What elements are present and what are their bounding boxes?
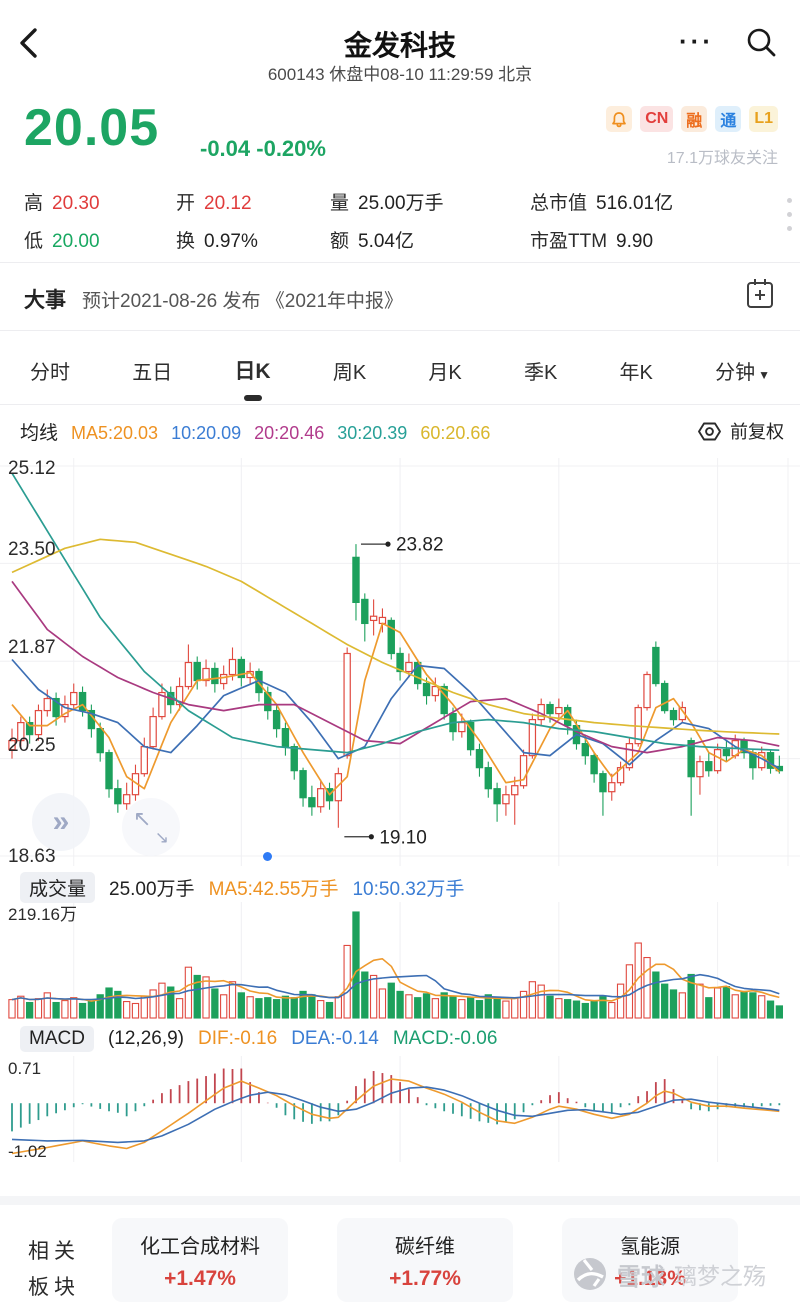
volume-chart[interactable]: 219.16万 [0, 902, 800, 1020]
stat-high: 高 20.30 [24, 193, 100, 214]
sector-card-carbon-fiber[interactable]: 碳纤维 +1.77% [337, 1218, 513, 1302]
macd-value: MACD:-0.06 [392, 1028, 498, 1049]
ma-legend-title: 均线 [20, 423, 59, 444]
badge-margin[interactable]: 融 [681, 106, 708, 132]
macd-dif: DIF:-0.16 [198, 1028, 278, 1049]
svg-text:21.87: 21.87 [8, 637, 56, 658]
badge-level1[interactable]: L1 [749, 106, 778, 132]
badge-row: CN 融 通 L1 [606, 106, 778, 132]
volume-title[interactable]: 成交量 [20, 872, 96, 903]
ma5-value: MA5:20.03 [71, 423, 159, 443]
svg-text:19.10: 19.10 [379, 827, 427, 848]
period-tab-bar: 分时 五日 日K 周K 月K 季K 年K 分钟 ▼ [0, 338, 800, 402]
stat-amount: 额 5.04亿 [330, 231, 414, 252]
kline-chart[interactable]: 25.12 23.50 21.87 20.25 18.63 23.82 19.10 [0, 452, 800, 866]
related-sectors-label: 相关 板块 [28, 1240, 80, 1299]
stat-pe-ttm: 市盈TTM 9.90 [530, 231, 654, 252]
alert-bell-icon[interactable] [606, 106, 633, 132]
chevron-down-icon: ▼ [758, 367, 770, 382]
tab-yearly-k[interactable]: 年K [619, 361, 653, 384]
tab-minute-line[interactable]: 分时 [30, 361, 70, 384]
snowball-logo-icon [574, 1258, 606, 1290]
back-icon[interactable] [16, 26, 42, 60]
watermark: 雪球 璃梦之殇 [572, 1256, 766, 1292]
adjust-mode-control[interactable]: 前复权 [697, 418, 784, 444]
stat-market-cap: 总市值 516.01亿 [530, 193, 674, 214]
tab-minutes-dropdown[interactable]: 分钟 ▼ [715, 361, 770, 384]
svg-text:0.71: 0.71 [8, 1059, 41, 1078]
arrow-down-right-icon: ↘ [154, 828, 169, 847]
tab-quarterly-k[interactable]: 季K [523, 361, 558, 384]
page-title: 金发科技 [343, 30, 456, 61]
followers-count: 17.1万球友关注 [666, 150, 778, 167]
stats-pager-dots[interactable] [787, 198, 792, 231]
svg-text:18.63: 18.63 [8, 846, 56, 866]
macd-title[interactable]: MACD [20, 1026, 94, 1052]
ma-legend: 均线 MA5:20.03 10:20.09 20:20.46 30:20.39 … [20, 418, 490, 445]
tab-monthly-k[interactable]: 月K [428, 361, 462, 384]
ma30-value: 30:20.39 [337, 423, 408, 443]
more-menu-button[interactable]: ··· [679, 26, 714, 56]
watermark-brand: 雪球 [617, 1263, 665, 1291]
macd-dea: DEA:-0.14 [291, 1028, 379, 1049]
tab-daily-k[interactable]: 日K [234, 349, 271, 401]
ma20-value: 20:20.46 [254, 423, 325, 443]
macd-chart[interactable]: 0.71 -1.02 [0, 1056, 800, 1162]
search-icon[interactable] [744, 26, 778, 60]
svg-text:219.16万: 219.16万 [8, 905, 77, 924]
svg-text:20.25: 20.25 [8, 735, 56, 756]
current-price: 20.05 [24, 99, 160, 157]
stat-turnover-rate: 换 0.97% [176, 231, 258, 252]
stat-open: 开 20.12 [176, 193, 252, 214]
stat-volume: 量 25.00万手 [330, 193, 444, 214]
svg-text:-1.02: -1.02 [8, 1142, 47, 1161]
tab-weekly-k[interactable]: 周K [332, 361, 367, 384]
badge-connect[interactable]: 通 [715, 106, 742, 132]
svg-text:23.82: 23.82 [396, 535, 444, 556]
badge-cn[interactable]: CN [640, 106, 674, 132]
watermark-user: 璃梦之殇 [674, 1263, 766, 1289]
price-change: -0.04 -0.20% [200, 136, 326, 161]
stock-code-status: 600143 休盘中08-10 11:29:59 北京 [267, 65, 533, 84]
calendar-add-icon[interactable] [744, 276, 776, 312]
event-text[interactable]: 预计2021-08-26 发布 《2021年中报》 [82, 291, 404, 312]
ma60-value: 60:20.66 [420, 423, 491, 443]
section-divider [0, 1196, 800, 1205]
event-tag: 大事 [24, 289, 66, 312]
sector-card-chem[interactable]: 化工合成材料 +1.47% [112, 1218, 288, 1302]
x-axis: 2021-042021-052021-062021-072021-08 [0, 1162, 800, 1194]
volume-header: 成交量 25.00万手 MA5:42.55万手 10:50.32万手 [20, 872, 464, 903]
volume-ma5: MA5:42.55万手 [208, 879, 339, 900]
settings-nut-icon [698, 422, 721, 440]
arrow-up-left-icon: ↖ [133, 806, 152, 831]
blue-dot-marker [263, 852, 272, 861]
ma10-value: 10:20.09 [171, 423, 242, 443]
volume-ma10: 10:50.32万手 [352, 879, 465, 900]
resize-chart-button[interactable]: ↖ ↘ [122, 798, 180, 856]
expand-panel-button[interactable]: » [32, 793, 90, 851]
svg-text:23.50: 23.50 [8, 539, 56, 560]
macd-params: (12,26,9) [107, 1028, 184, 1049]
svg-text:25.12: 25.12 [8, 458, 56, 479]
stat-low: 低 20.00 [24, 231, 100, 252]
volume-value: 25.00万手 [109, 879, 195, 900]
adjust-mode-label: 前复权 [730, 422, 784, 442]
macd-header: MACD (12,26,9) DIF:-0.16 DEA:-0.14 MACD:… [20, 1026, 497, 1052]
tab-five-day[interactable]: 五日 [132, 361, 173, 384]
